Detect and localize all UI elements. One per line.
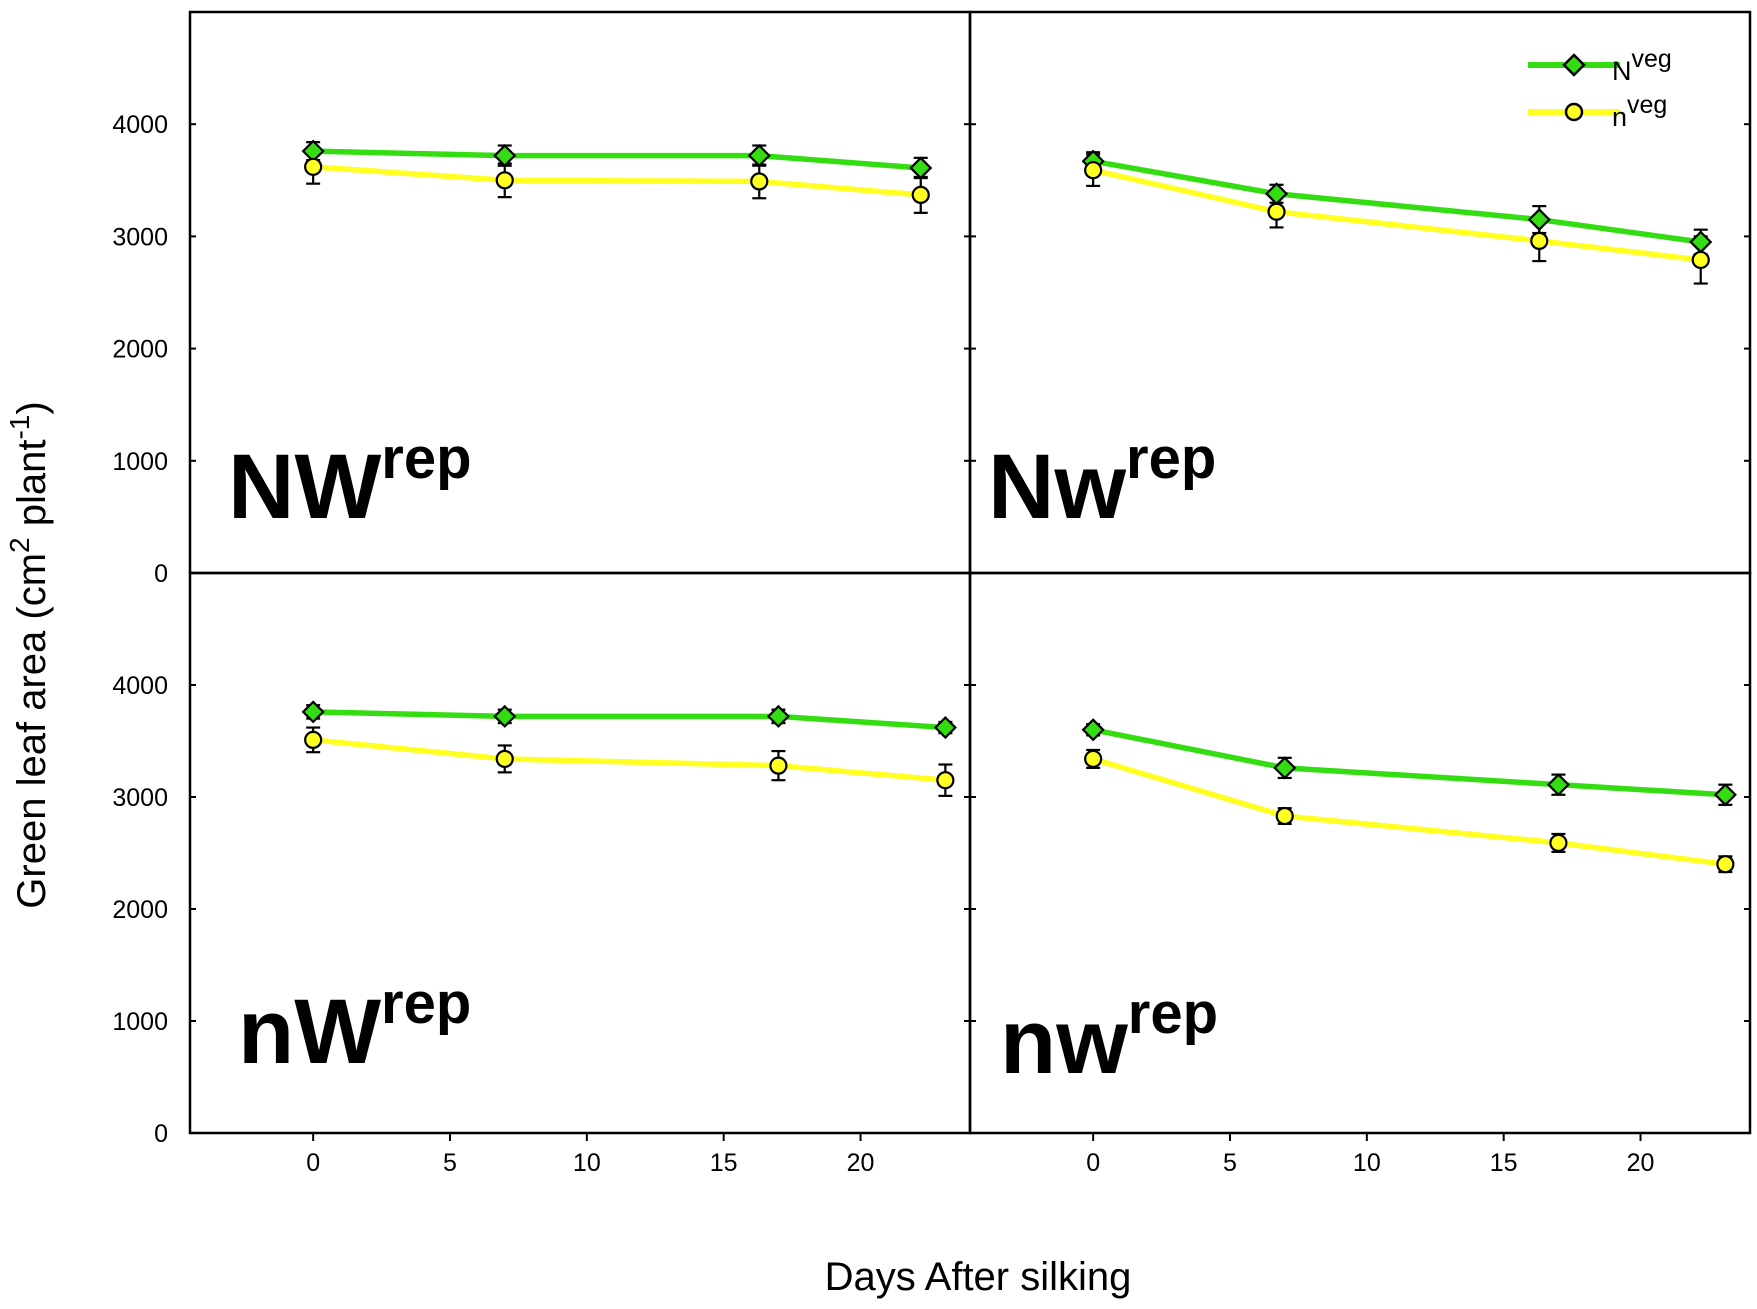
y-tick-label: 3000 — [112, 784, 168, 812]
y-axis-title: Green leaf area (cm2 plant-1) — [4, 401, 54, 908]
data-point-nveg — [936, 771, 955, 790]
data-point-nveg — [769, 756, 788, 775]
series-line-nveg — [312, 737, 946, 783]
data-point-Nveg — [766, 704, 790, 728]
data-point-nveg — [495, 171, 514, 190]
data-point-nveg — [1716, 855, 1735, 874]
legend-marker-circle — [1564, 102, 1584, 122]
y-tick-label: 1000 — [112, 1008, 168, 1036]
data-point-Nveg — [1713, 783, 1737, 807]
panel-label-sup: rep — [1126, 426, 1216, 491]
data-point-Nveg — [933, 716, 957, 740]
panel-label-sup: rep — [381, 971, 471, 1036]
data-point-Nveg — [301, 700, 325, 724]
data-point-nveg — [304, 730, 323, 749]
axis-labels: 0 1000 2000 3000 4000 0 1000 2000 3000 4000 0 5 10 15… — [112, 111, 1654, 1177]
x-tick-label: 15 — [710, 1149, 738, 1177]
data-point-Nveg — [1273, 756, 1297, 780]
x-tick-label: 0 — [306, 1149, 320, 1177]
data-point-Nveg — [909, 156, 933, 180]
data-point-Nveg — [1081, 718, 1105, 742]
data-point-nveg — [495, 749, 514, 769]
panel-label-nwrep: nwrep — [1000, 981, 1218, 1093]
panel-label-main: Nw — [988, 436, 1126, 538]
data-point-nveg — [911, 185, 930, 204]
y-tick-label: 2000 — [112, 336, 168, 364]
data-point-Nveg — [1546, 773, 1570, 797]
series-line-Nveg — [313, 709, 946, 731]
x-tick-label: 0 — [1086, 1149, 1100, 1177]
panel-label-NWrep: NWrep — [228, 426, 472, 538]
data-point-nveg — [750, 172, 769, 191]
y-tick-label: 2000 — [112, 896, 168, 924]
legend-marker-diamond — [1562, 53, 1586, 77]
data-point-nveg — [1530, 231, 1549, 250]
panel-label-main: NW — [228, 436, 381, 538]
x-tick-label: 20 — [1627, 1149, 1655, 1177]
data-point-Nveg — [1527, 208, 1551, 232]
x-tick-label: 10 — [1353, 1149, 1381, 1177]
x-tick-label: 10 — [573, 1149, 601, 1177]
panel-label-Nwrep: Nwrep — [988, 426, 1216, 538]
series-line-nveg — [1092, 756, 1726, 867]
data-point-nveg — [1084, 749, 1103, 769]
x-axis-title: Days After silking — [825, 1255, 1132, 1299]
series-line-Nveg — [1092, 158, 1702, 245]
x-tick-label: 5 — [1223, 1149, 1237, 1177]
y-tick-label: 0 — [154, 560, 168, 588]
data-point-nveg — [304, 157, 323, 176]
y-tick-label: 3000 — [112, 223, 168, 251]
data-point-nveg — [1691, 250, 1710, 270]
series-line-nveg — [312, 164, 921, 198]
y-tick-label: 1000 — [112, 448, 168, 476]
panel-label-sup: rep — [381, 426, 471, 491]
y-tick-label: 4000 — [112, 672, 168, 700]
x-tick-label: 5 — [443, 1149, 457, 1177]
data-point-Nveg — [747, 144, 771, 168]
panel-frame — [968, 571, 1752, 1135]
data-point-Nveg — [1264, 182, 1289, 206]
x-tick-label: 15 — [1490, 1149, 1518, 1177]
series-line-nveg — [1092, 167, 1702, 263]
panel-label-main: nW — [238, 981, 381, 1083]
legend-label-nveg-upper: Nveg — [1612, 45, 1672, 86]
y-tick-label: 0 — [154, 1120, 168, 1148]
panel-nWrep: nWrep — [188, 571, 972, 1141]
panel-nwrep: nwrep — [968, 571, 1752, 1141]
data-point-nveg — [1267, 202, 1286, 221]
panel-label-main: nw — [1000, 991, 1128, 1093]
panel-label-sup: rep — [1128, 981, 1218, 1046]
data-point-Nveg — [493, 704, 517, 728]
data-point-Nveg — [493, 144, 517, 168]
y-tick-label: 4000 — [112, 111, 168, 139]
data-point-nveg — [1549, 833, 1568, 853]
data-point-nveg — [1275, 806, 1294, 826]
panel-Nwrep: Nwrep — [968, 10, 1752, 575]
x-tick-label: 20 — [847, 1149, 875, 1177]
series-line-Nveg — [1092, 727, 1726, 798]
legend: Nveg nveg — [1528, 45, 1672, 132]
panel-label-nWrep: nWrep — [238, 971, 471, 1083]
panel-NWrep: NWrep — [188, 10, 972, 575]
series-line-Nveg — [313, 148, 921, 171]
legend-label-nveg-lower: nveg — [1612, 91, 1667, 132]
data-point-Nveg — [1689, 230, 1713, 254]
data-point-nveg — [1084, 161, 1103, 180]
